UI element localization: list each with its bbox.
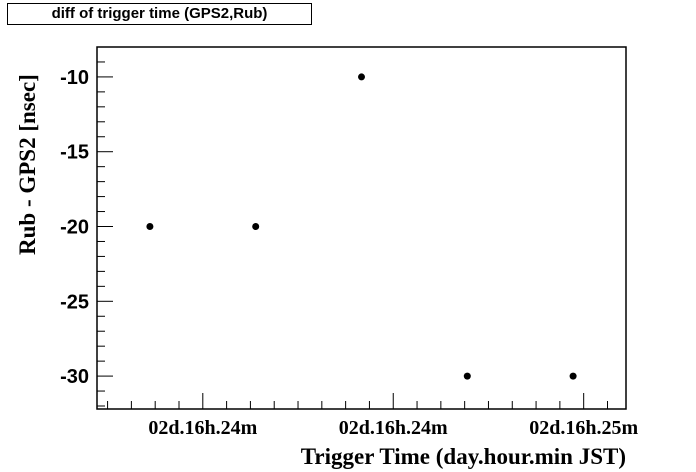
y-tick-label: -30 xyxy=(60,366,89,388)
y-tick-label: -25 xyxy=(60,291,89,313)
data-point xyxy=(252,223,260,231)
y-axis: -30 -25 -20 -15 -10 xyxy=(60,46,113,407)
plot-frame xyxy=(96,46,627,410)
y-axis-title: Rub - GPS2 [nsec] xyxy=(15,74,40,255)
y-tick-label: -15 xyxy=(60,142,89,164)
chart-title: diff of trigger time (GPS2,Rub) xyxy=(7,3,312,25)
data-point xyxy=(358,73,365,81)
data-points xyxy=(146,73,577,380)
x-tick-label: 02d.16h.24m xyxy=(339,417,448,439)
data-point xyxy=(463,372,471,380)
data-point xyxy=(569,372,577,380)
x-tick-label: 02d.16h.24m xyxy=(148,417,257,439)
x-axis-title: Trigger Time (day.hour.min JST) xyxy=(301,444,626,469)
y-tick-label: -20 xyxy=(60,217,89,239)
data-point xyxy=(146,223,154,231)
y-tick-label: -10 xyxy=(60,67,89,89)
x-axis: 02d.16h.24m 02d.16h.24m 02d.16h.25m xyxy=(107,393,638,439)
x-tick-label: 02d.16h.25m xyxy=(529,417,638,439)
